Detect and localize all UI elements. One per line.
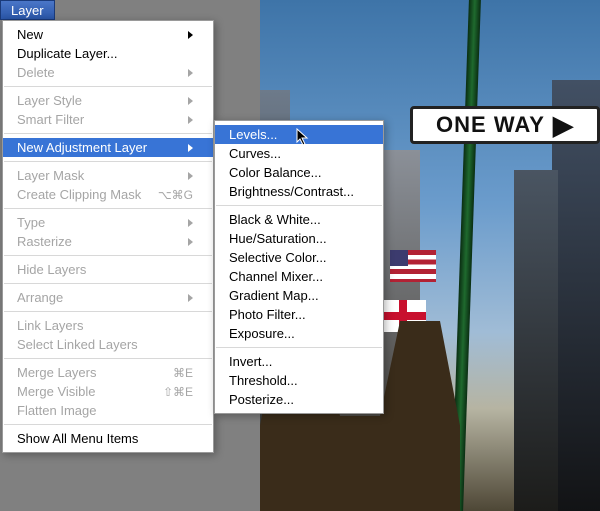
menu-item-label: Levels... — [229, 127, 277, 142]
menu-item-label: Black & White... — [229, 212, 321, 227]
submenu-arrow-icon — [188, 172, 193, 180]
menu-separator — [4, 208, 212, 209]
menu-item-label: Gradient Map... — [229, 288, 319, 303]
menu-shortcut: ⌘E — [173, 366, 193, 380]
submenu-arrow-icon — [188, 219, 193, 227]
submenu-item-color-balance[interactable]: Color Balance... — [215, 163, 383, 182]
menu-separator — [4, 311, 212, 312]
menu-separator — [4, 283, 212, 284]
menu-item-arrange: Arrange — [3, 288, 213, 307]
new-adjustment-layer-submenu: Levels... Curves... Color Balance... Bright… — [214, 120, 384, 414]
arrow-icon: ▶ — [553, 110, 574, 141]
menu-item-show-all-menu-items[interactable]: Show All Menu Items — [3, 429, 213, 448]
menu-item-label: Smart Filter — [17, 112, 84, 127]
us-flag — [390, 250, 436, 282]
menu-item-hide-layers: Hide Layers — [3, 260, 213, 279]
submenu-arrow-icon — [188, 69, 193, 77]
submenu-item-invert[interactable]: Invert... — [215, 352, 383, 371]
menu-item-label: Exposure... — [229, 326, 295, 341]
menu-separator — [4, 86, 212, 87]
submenu-item-levels[interactable]: Levels... — [215, 125, 383, 144]
menu-item-label: Delete — [17, 65, 55, 80]
menu-item-label: Photo Filter... — [229, 307, 306, 322]
sign-text: ONE WAY — [436, 112, 545, 138]
menu-separator — [4, 424, 212, 425]
menu-item-label: Threshold... — [229, 373, 298, 388]
menu-item-select-linked-layers: Select Linked Layers — [3, 335, 213, 354]
layer-menu: New Duplicate Layer... Delete Layer Style Sm… — [2, 20, 214, 453]
menu-item-label: Show All Menu Items — [17, 431, 138, 446]
menu-item-label: Type — [17, 215, 45, 230]
submenu-arrow-icon — [188, 238, 193, 246]
building — [552, 80, 600, 511]
menu-item-type: Type — [3, 213, 213, 232]
menu-item-label: Create Clipping Mask — [17, 187, 141, 202]
menu-item-delete: Delete — [3, 63, 213, 82]
menu-item-label: Select Linked Layers — [17, 337, 138, 352]
menu-item-duplicate-layer[interactable]: Duplicate Layer... — [3, 44, 213, 63]
menu-item-label: Duplicate Layer... — [17, 46, 117, 61]
submenu-arrow-icon — [188, 97, 193, 105]
menu-item-merge-visible: Merge Visible ⇧⌘E — [3, 382, 213, 401]
submenu-item-exposure[interactable]: Exposure... — [215, 324, 383, 343]
menu-item-label: Posterize... — [229, 392, 294, 407]
menu-item-label: Curves... — [229, 146, 281, 161]
menu-separator — [216, 347, 382, 348]
menu-separator — [4, 358, 212, 359]
submenu-item-selective-color[interactable]: Selective Color... — [215, 248, 383, 267]
menu-item-flatten-image: Flatten Image — [3, 401, 213, 420]
menubar-label: Layer — [11, 3, 44, 18]
submenu-item-black-white[interactable]: Black & White... — [215, 210, 383, 229]
menu-item-label: Hide Layers — [17, 262, 86, 277]
menu-separator — [4, 161, 212, 162]
menu-item-label: Selective Color... — [229, 250, 327, 265]
menu-item-create-clipping-mask: Create Clipping Mask ⌥⌘G — [3, 185, 213, 204]
menu-separator — [4, 133, 212, 134]
menu-shortcut: ⌥⌘G — [158, 188, 193, 202]
submenu-arrow-icon — [188, 144, 193, 152]
menu-item-new-adjustment-layer[interactable]: New Adjustment Layer — [3, 138, 213, 157]
menu-item-label: Hue/Saturation... — [229, 231, 327, 246]
menu-item-label: Layer Style — [17, 93, 82, 108]
menu-item-label: Layer Mask — [17, 168, 84, 183]
building — [514, 170, 558, 511]
submenu-item-brightness-contrast[interactable]: Brightness/Contrast... — [215, 182, 383, 201]
menu-separator — [4, 255, 212, 256]
menu-item-label: Merge Visible — [17, 384, 96, 399]
menu-item-link-layers: Link Layers — [3, 316, 213, 335]
menu-item-label: Brightness/Contrast... — [229, 184, 354, 199]
submenu-arrow-icon — [188, 116, 193, 124]
submenu-item-posterize[interactable]: Posterize... — [215, 390, 383, 409]
submenu-item-gradient-map[interactable]: Gradient Map... — [215, 286, 383, 305]
menu-item-label: Rasterize — [17, 234, 72, 249]
menu-item-rasterize: Rasterize — [3, 232, 213, 251]
submenu-arrow-icon — [188, 31, 193, 39]
submenu-item-threshold[interactable]: Threshold... — [215, 371, 383, 390]
menu-item-layer-mask: Layer Mask — [3, 166, 213, 185]
submenu-item-curves[interactable]: Curves... — [215, 144, 383, 163]
menu-item-label: Invert... — [229, 354, 272, 369]
menu-item-label: Link Layers — [17, 318, 83, 333]
submenu-item-channel-mixer[interactable]: Channel Mixer... — [215, 267, 383, 286]
app-stage: ONE WAY ▶ Layer New Duplicate Layer... Dele… — [0, 0, 600, 511]
menubar-item-layer[interactable]: Layer — [0, 0, 55, 20]
menu-item-merge-layers: Merge Layers ⌘E — [3, 363, 213, 382]
menu-item-label: Merge Layers — [17, 365, 96, 380]
menu-shortcut: ⇧⌘E — [163, 385, 193, 399]
menu-item-label: Flatten Image — [17, 403, 97, 418]
submenu-item-hue-saturation[interactable]: Hue/Saturation... — [215, 229, 383, 248]
menu-item-label: Channel Mixer... — [229, 269, 323, 284]
menu-item-layer-style: Layer Style — [3, 91, 213, 110]
menu-item-label: New — [17, 27, 43, 42]
menu-item-label: Color Balance... — [229, 165, 322, 180]
menu-item-label: Arrange — [17, 290, 63, 305]
submenu-arrow-icon — [188, 294, 193, 302]
menu-item-label: New Adjustment Layer — [17, 140, 147, 155]
menu-item-smart-filter: Smart Filter — [3, 110, 213, 129]
submenu-item-photo-filter[interactable]: Photo Filter... — [215, 305, 383, 324]
one-way-sign: ONE WAY ▶ — [410, 106, 600, 144]
menu-item-new[interactable]: New — [3, 25, 213, 44]
menu-separator — [216, 205, 382, 206]
